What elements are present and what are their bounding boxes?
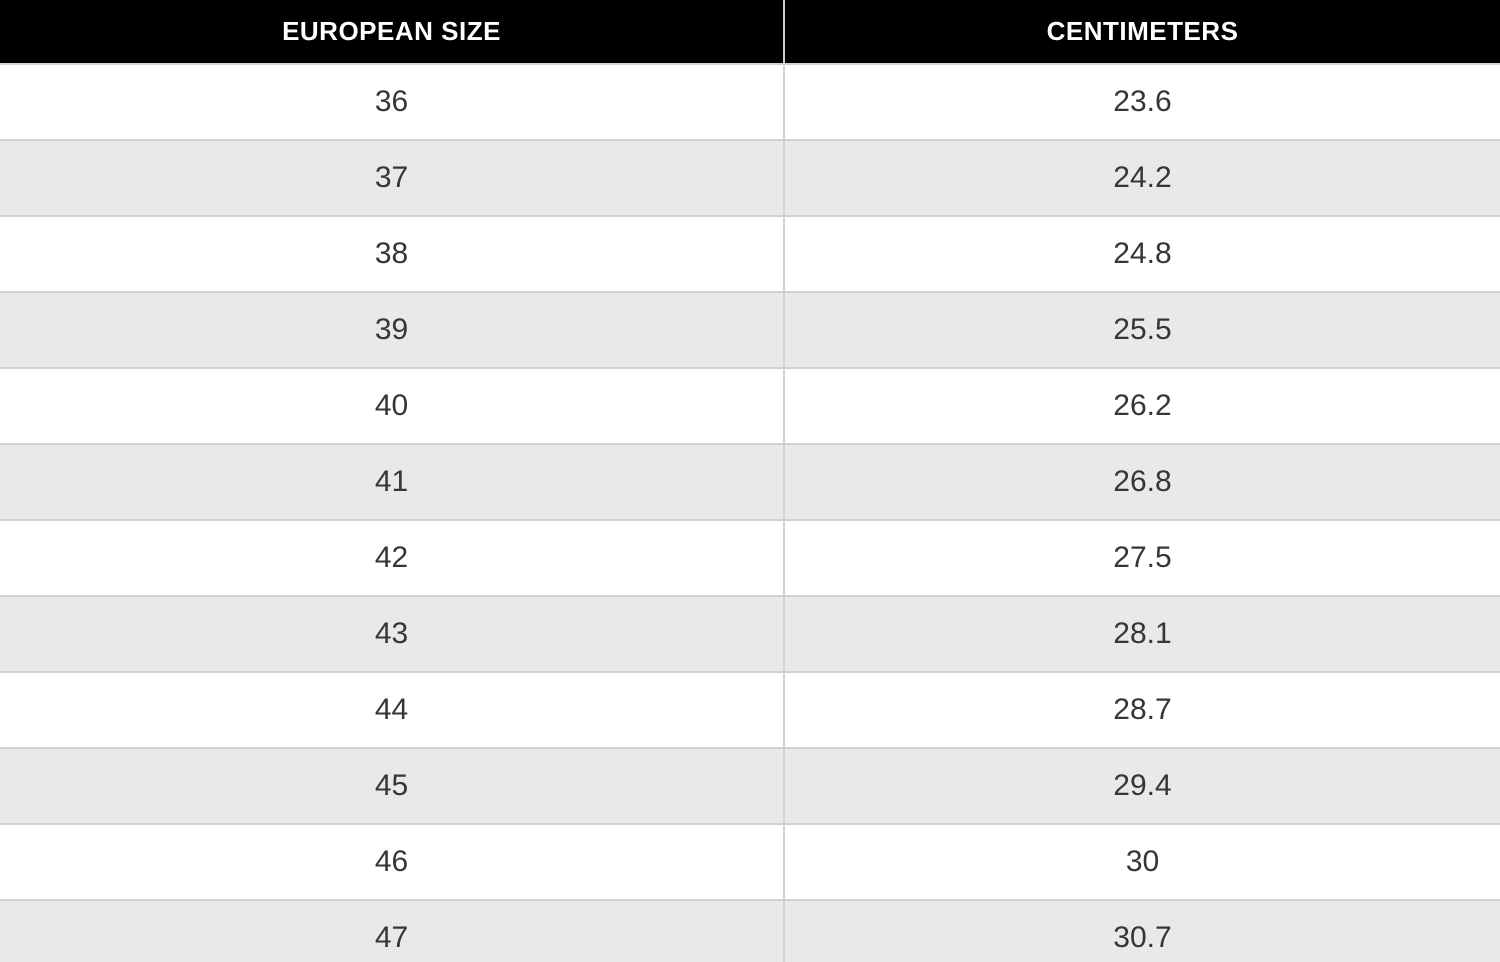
centimeters-cell: 29.4 <box>1113 769 1172 802</box>
eu-size-cell: 47 <box>0 901 785 962</box>
table-row: 37 24.2 <box>0 139 1500 215</box>
centimeters-cell: 30.7 <box>1113 921 1172 954</box>
centimeters-cell: 24.2 <box>1113 161 1172 194</box>
eu-size-cell: 41 <box>0 445 785 519</box>
eu-size-cell: 42 <box>0 521 785 595</box>
column-header-centimeters: CENTIMETERS <box>1046 16 1239 46</box>
eu-size-cell: 43 <box>0 597 785 671</box>
table-body: 36 23.6 37 24.2 38 24.8 39 25.5 40 26.2 … <box>0 63 1500 962</box>
eu-size-cell: 44 <box>0 673 785 747</box>
centimeters-cell: 28.1 <box>1113 617 1172 650</box>
table-row: 42 27.5 <box>0 519 1500 595</box>
column-header-european-size: EUROPEAN SIZE <box>0 0 785 63</box>
table-row: 39 25.5 <box>0 291 1500 367</box>
centimeters-cell: 26.2 <box>1113 389 1172 422</box>
table-row: 46 30 <box>0 823 1500 899</box>
table-row: 36 23.6 <box>0 63 1500 139</box>
table-header-row: EUROPEAN SIZE CENTIMETERS <box>0 0 1500 63</box>
table-row: 45 29.4 <box>0 747 1500 823</box>
centimeters-cell: 26.8 <box>1113 465 1172 498</box>
centimeters-cell: 28.7 <box>1113 693 1172 726</box>
eu-size-cell: 40 <box>0 369 785 443</box>
eu-size-cell: 39 <box>0 293 785 367</box>
centimeters-cell: 27.5 <box>1113 541 1172 574</box>
table-row: 40 26.2 <box>0 367 1500 443</box>
centimeters-cell: 23.6 <box>1113 85 1172 118</box>
eu-size-cell: 36 <box>0 65 785 139</box>
table-row: 38 24.8 <box>0 215 1500 291</box>
table-row: 41 26.8 <box>0 443 1500 519</box>
table-row: 44 28.7 <box>0 671 1500 747</box>
eu-size-cell: 46 <box>0 825 785 899</box>
centimeters-cell: 24.8 <box>1113 237 1172 270</box>
eu-size-cell: 45 <box>0 749 785 823</box>
eu-size-cell: 37 <box>0 141 785 215</box>
centimeters-cell: 25.5 <box>1113 313 1172 346</box>
centimeters-cell: 30 <box>1125 845 1160 878</box>
eu-size-cell: 38 <box>0 217 785 291</box>
table-row: 47 30.7 <box>0 899 1500 962</box>
table-row: 43 28.1 <box>0 595 1500 671</box>
